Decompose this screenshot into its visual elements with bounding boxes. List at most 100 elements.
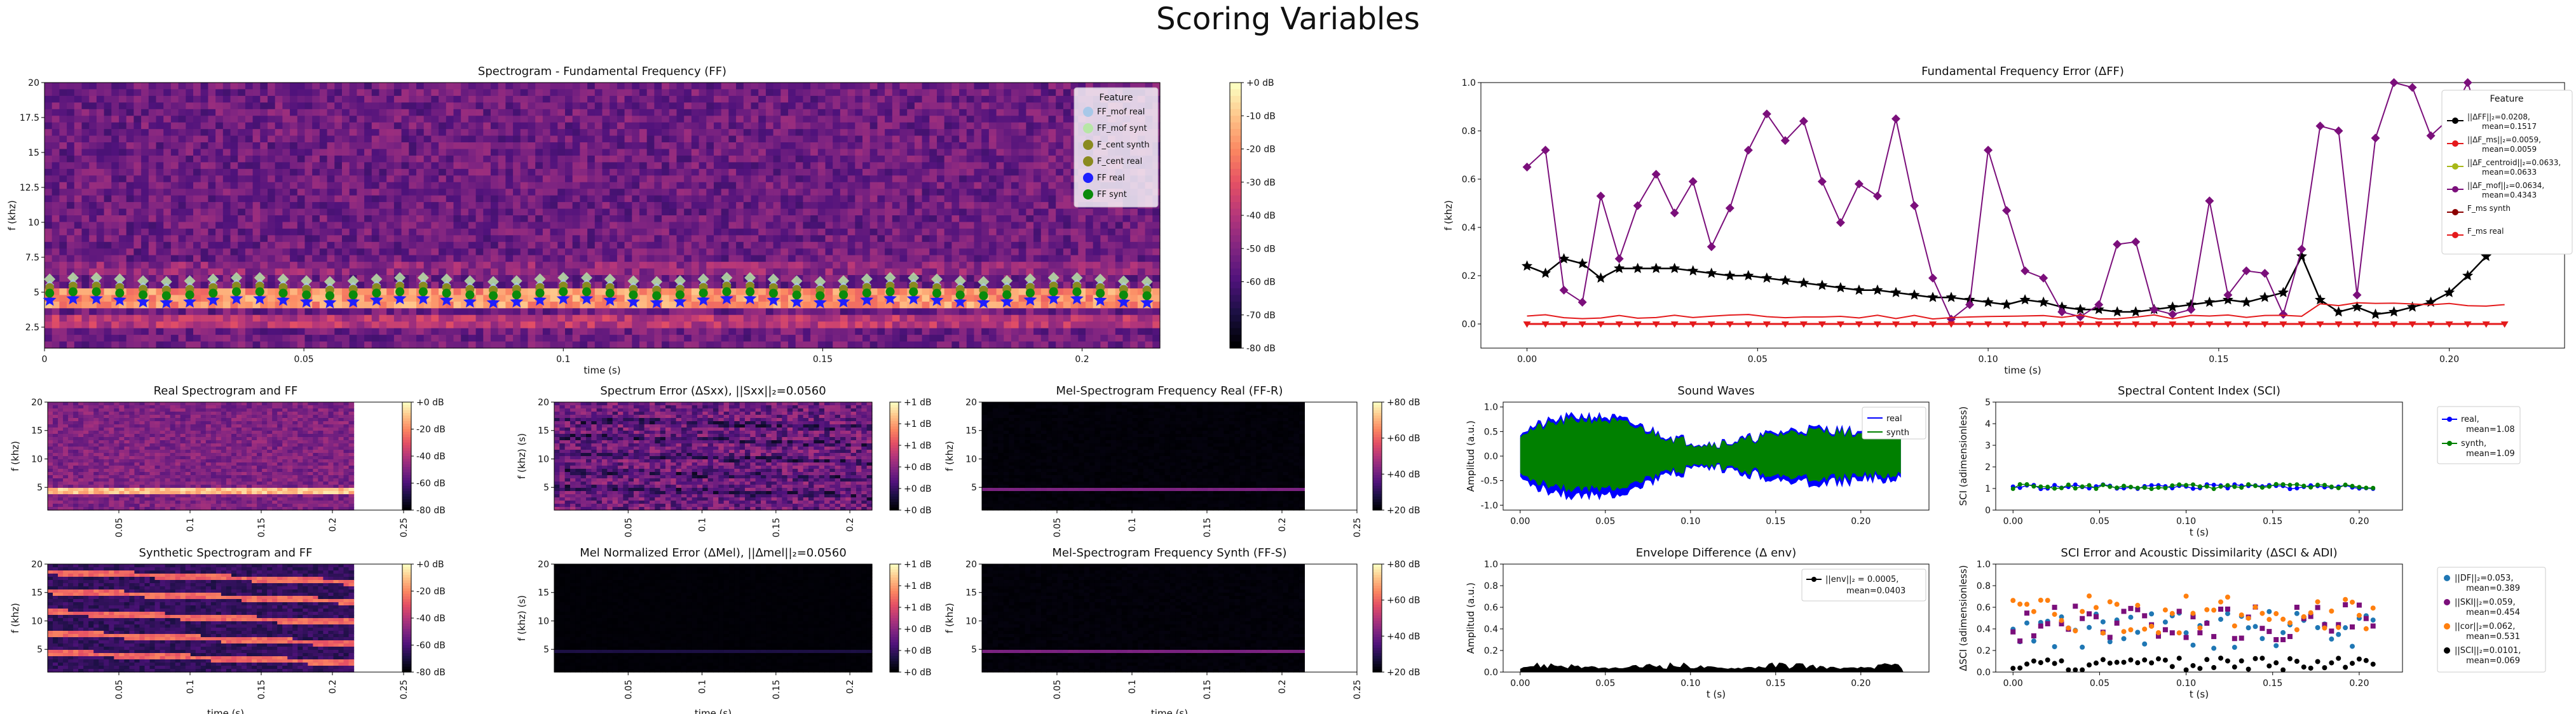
heatmap-cell	[662, 95, 670, 103]
heatmap-cell	[646, 328, 655, 335]
heatmap-cell	[319, 129, 328, 137]
heatmap-cell	[505, 262, 514, 269]
heatmap-cell	[535, 122, 543, 130]
heatmap-cell	[208, 142, 216, 150]
heatmap-cell	[646, 222, 655, 229]
heatmap-cell	[379, 202, 387, 210]
heatmap-cell	[736, 202, 744, 210]
heatmap-cell	[594, 308, 603, 316]
heatmap-cell	[193, 321, 201, 329]
heatmap-cell	[855, 109, 863, 116]
heatmap-cell	[817, 335, 826, 342]
heatmap-cell	[74, 155, 83, 163]
heatmap-cell	[669, 149, 678, 156]
heatmap-cell	[580, 215, 588, 223]
heatmap-cell	[409, 109, 417, 116]
heatmap-cell	[565, 314, 573, 322]
heatmap-cell	[691, 295, 700, 302]
heatmap-cell	[714, 95, 722, 103]
heatmap-cell	[268, 268, 276, 276]
heatmap-cell	[758, 215, 767, 223]
heatmap-cell	[96, 83, 105, 90]
heatmap-cell	[304, 182, 313, 189]
heatmap-cell	[721, 95, 729, 103]
heatmap-cell	[751, 83, 759, 90]
heatmap-cell	[409, 155, 417, 163]
heatmap-cell	[862, 248, 871, 256]
heatmap-cell	[133, 314, 142, 322]
heatmap-cell	[840, 175, 848, 183]
heatmap-cell	[364, 135, 372, 143]
heatmap-cell	[795, 162, 803, 170]
heatmap-cell	[580, 314, 588, 322]
heatmap-cell	[944, 122, 952, 130]
heatmap-cell	[587, 215, 596, 223]
heatmap-cell	[431, 241, 439, 249]
heatmap-cell	[706, 281, 714, 289]
heatmap-cell	[840, 83, 848, 90]
heatmap-cell	[624, 328, 632, 335]
heatmap-cell	[163, 314, 172, 322]
heatmap-cell	[751, 162, 759, 170]
heatmap-cell	[498, 189, 506, 196]
heatmap-cell	[401, 228, 409, 236]
heatmap-cell	[357, 288, 365, 295]
heatmap-cell	[587, 268, 596, 276]
heatmap-cell	[453, 215, 461, 223]
heatmap-cell	[141, 321, 149, 329]
heatmap-cell	[587, 168, 596, 176]
heatmap-cell	[290, 89, 298, 97]
heatmap-cell	[342, 281, 350, 289]
heatmap-cell	[550, 248, 558, 256]
heatmap-cell	[714, 262, 722, 269]
heatmap-cell	[468, 202, 477, 210]
heatmap-cell	[282, 255, 290, 262]
heatmap-cell	[409, 95, 417, 103]
heatmap-cell	[327, 335, 335, 342]
heatmap-cell	[966, 129, 975, 137]
heatmap-cell	[81, 142, 90, 150]
heatmap-cell	[855, 168, 863, 176]
heatmap-cell	[914, 288, 923, 295]
heatmap-cell	[892, 149, 901, 156]
heatmap-cell	[765, 175, 774, 183]
heatmap-cell	[208, 95, 216, 103]
heatmap-cell	[282, 149, 290, 156]
heatmap-cell	[409, 275, 417, 283]
heatmap-cell	[610, 328, 618, 335]
heatmap-cell	[959, 328, 967, 335]
heatmap-cell	[699, 116, 707, 123]
heatmap-cell	[892, 116, 901, 123]
heatmap-cell	[758, 301, 767, 309]
heatmap-cell	[751, 135, 759, 143]
heatmap-cell	[780, 268, 789, 276]
heatmap-cell	[222, 175, 231, 183]
heatmap-cell	[624, 335, 632, 342]
heatmap-cell	[937, 235, 945, 243]
heatmap-cell	[215, 268, 224, 276]
heatmap-cell	[312, 195, 320, 203]
heatmap-cell	[453, 262, 461, 269]
heatmap-cell	[810, 142, 819, 150]
heatmap-cell	[446, 308, 454, 316]
heatmap-cell	[304, 95, 313, 103]
heatmap-cell	[803, 268, 811, 276]
heatmap-cell	[966, 95, 975, 103]
heatmap-cell	[892, 175, 901, 183]
heatmap-cell	[483, 275, 491, 283]
heatmap-cell	[245, 129, 254, 137]
heatmap-cell	[528, 314, 536, 322]
heatmap-cell	[133, 102, 142, 110]
heatmap-cell	[959, 89, 967, 97]
heatmap-cell	[446, 116, 454, 123]
heatmap-cell	[907, 268, 915, 276]
heatmap-cell	[513, 222, 521, 229]
heatmap-cell	[706, 314, 714, 322]
heatmap-cell	[869, 182, 878, 189]
heatmap-cell	[810, 275, 819, 283]
heatmap-cell	[74, 308, 83, 316]
heatmap-cell	[520, 109, 529, 116]
heatmap-cell	[580, 189, 588, 196]
heatmap-cell	[304, 321, 313, 329]
heatmap-cell	[922, 189, 930, 196]
